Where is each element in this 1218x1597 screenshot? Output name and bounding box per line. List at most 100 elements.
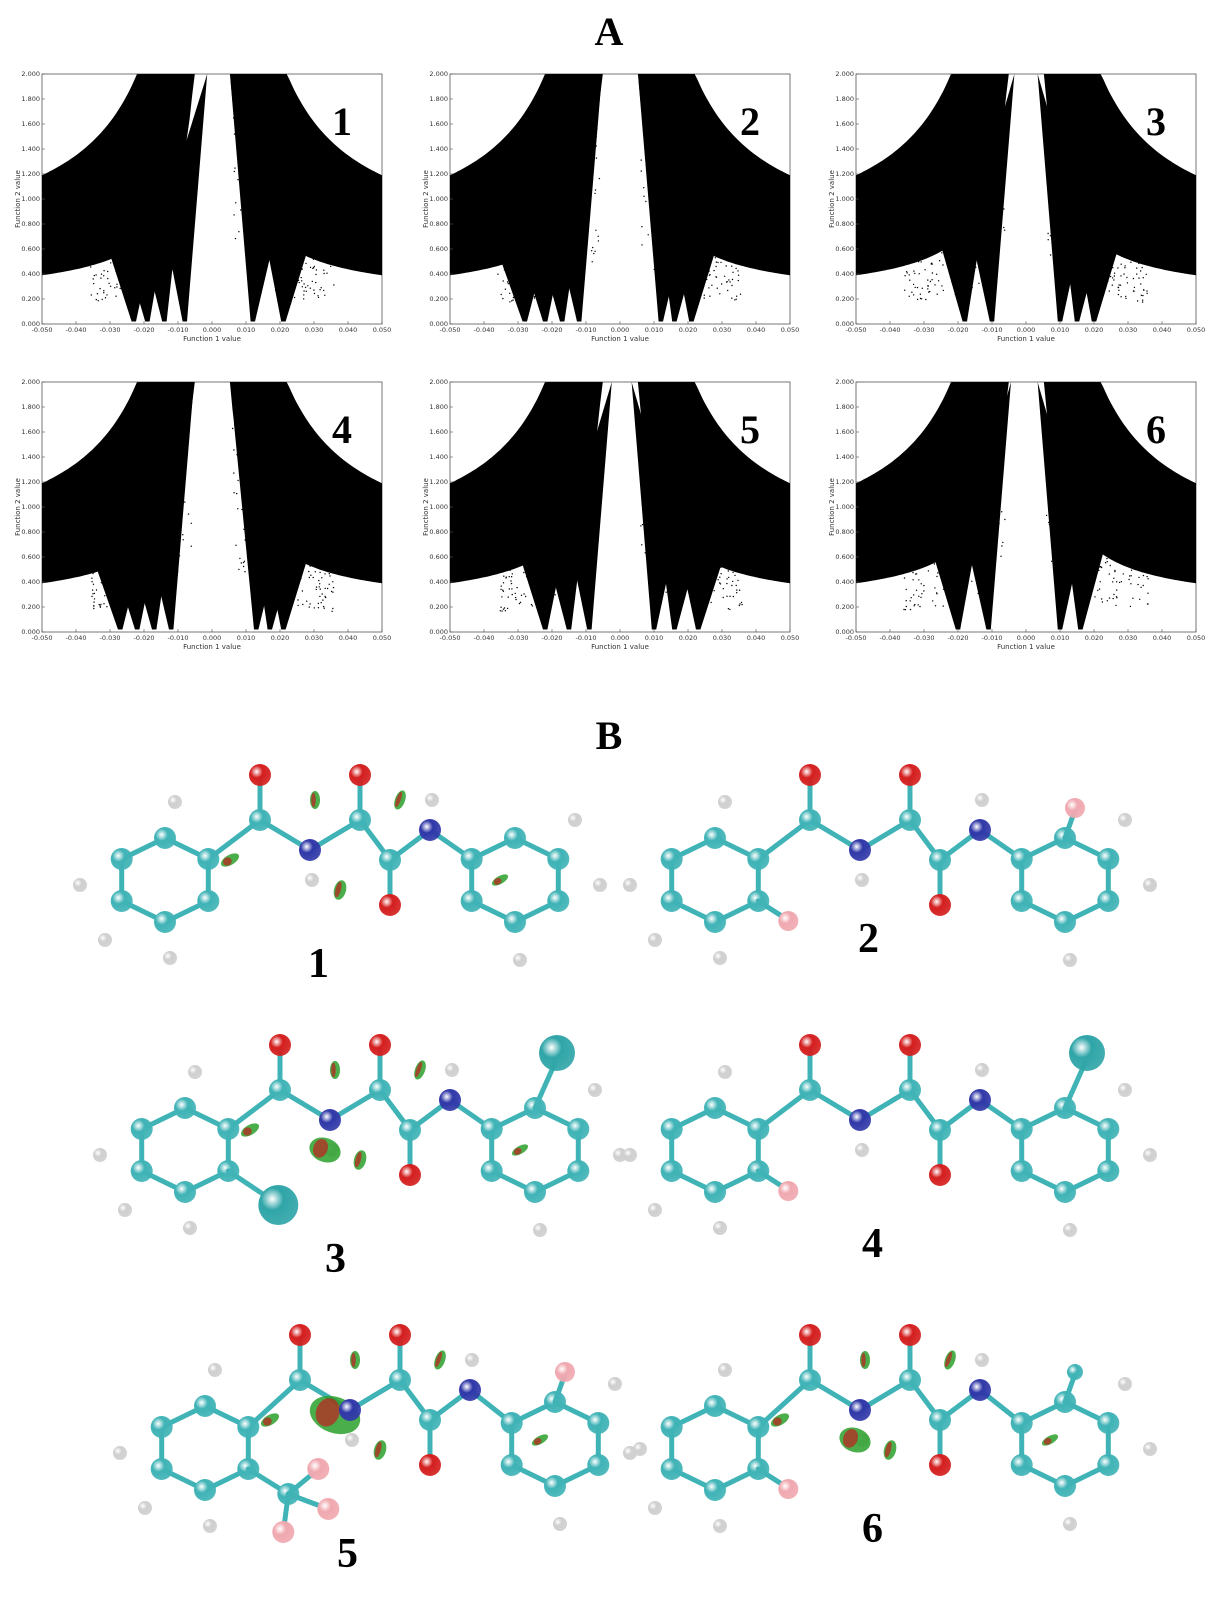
scatter-point: [309, 287, 311, 289]
scatter-point: [165, 259, 168, 261]
scatter-point: [499, 610, 501, 612]
scatter-point: [903, 577, 906, 579]
scatter-point: [1057, 206, 1059, 208]
scatter-point: [170, 225, 173, 227]
spike-left: [556, 79, 602, 322]
scatter-point: [977, 592, 979, 595]
scatter-point: [1128, 578, 1130, 581]
scatter-point: [95, 274, 97, 276]
scatter-point: [920, 583, 922, 585]
scatter-point: [916, 286, 919, 289]
hydrogen-atom: [1143, 878, 1157, 892]
scatter-point: [736, 589, 738, 591]
scatter-point: [93, 607, 95, 610]
scatter-point: [172, 269, 174, 271]
scatter-point: [910, 597, 912, 599]
scatter-point: [261, 552, 264, 554]
scatter-point: [1059, 192, 1061, 194]
scatter-points: [450, 382, 790, 630]
scatter-point: [1077, 585, 1080, 587]
scatter-point: [500, 588, 502, 591]
nci-isosurface-repulsive: [415, 1061, 423, 1078]
scatter-point: [257, 227, 260, 229]
scatter-point: [670, 233, 672, 236]
scatter-point: [965, 239, 967, 241]
scatter-point: [1098, 569, 1100, 572]
scatter-point: [503, 607, 506, 609]
nci-isosurface-repulsive: [493, 877, 502, 885]
scatter-point: [91, 581, 93, 583]
scatter-point: [994, 243, 996, 245]
scatter-point: [1065, 558, 1067, 560]
scatter-point: [909, 608, 912, 611]
scatter-point: [258, 252, 260, 254]
scatter-point: [99, 287, 101, 290]
scatter-point: [544, 596, 546, 599]
scatter-point: [584, 514, 586, 517]
scatter-point: [592, 246, 594, 249]
scatter-point: [904, 609, 907, 611]
scatter-point: [93, 282, 95, 285]
scatter-point: [317, 607, 320, 609]
scatter-point: [103, 292, 105, 294]
scatter-point: [1108, 597, 1111, 599]
scatter-point: [644, 552, 646, 554]
scatter-point: [659, 227, 661, 229]
nci-isosurface-repulsive: [395, 791, 403, 808]
y-tick-label: 1.200: [429, 170, 448, 178]
carbon-atom: [929, 1119, 951, 1141]
scatter-point: [137, 272, 139, 275]
hydrogen-atom: [345, 1433, 359, 1447]
spike-right: [669, 216, 714, 322]
scatter-point: [328, 573, 330, 575]
x-tick-label: -0.040: [66, 634, 87, 642]
x-tick-label: -0.040: [66, 326, 87, 334]
scatter-point: [240, 209, 242, 211]
scatter-point: [1004, 518, 1006, 521]
x-tick-label: -0.030: [914, 326, 935, 334]
scatter-point: [566, 231, 568, 234]
scatter-point: [154, 570, 156, 572]
scatter-point: [129, 565, 131, 567]
x-tick-label: 0.010: [237, 634, 256, 642]
scatter-point: [165, 547, 167, 550]
plot-svg-5: -0.050 -0.040 -0.030 -0.020 -0.010 0.000 0.010…: [422, 378, 799, 651]
y-tick-label: 0.600: [835, 245, 854, 253]
scatter-point: [578, 267, 581, 269]
scatter-point: [319, 571, 321, 574]
x-tick-label: 0.000: [1017, 326, 1036, 334]
scatter-point: [532, 253, 534, 255]
scatter-point: [738, 604, 740, 607]
scatter-point: [171, 567, 174, 569]
scatter-point: [168, 248, 170, 250]
scatter-point: [582, 537, 584, 539]
nitrogen-atom: [419, 819, 441, 841]
scatter-point: [1130, 575, 1132, 577]
scatter-point: [289, 263, 292, 266]
carbon-atom: [660, 1416, 683, 1438]
scatter-point: [547, 585, 549, 588]
scatter-point: [679, 244, 682, 247]
scatter-point: [553, 283, 556, 286]
scatter-point: [975, 253, 977, 256]
scatter-point: [1063, 257, 1065, 259]
scatter-point: [321, 577, 323, 579]
scatter-point: [252, 521, 255, 524]
spike-right: [261, 216, 306, 322]
carbon-atom: [929, 849, 951, 871]
scatter-point: [666, 263, 668, 265]
molecule-number-2: 2: [858, 916, 879, 962]
scatter-point: [313, 607, 315, 609]
scatter-point: [648, 527, 651, 529]
x-tick-label: -0.010: [576, 634, 597, 642]
carbon-atom: [704, 1097, 726, 1119]
scatter-point: [935, 273, 938, 275]
scatter-point: [699, 581, 701, 584]
x-tick-label: -0.030: [508, 326, 529, 334]
scatter-point: [700, 288, 702, 290]
scatter-point: [167, 211, 170, 213]
scatter-point: [1047, 136, 1049, 139]
oxygen-atom: [369, 1034, 391, 1056]
scatter-point: [711, 284, 713, 286]
scatter-point: [673, 547, 675, 549]
